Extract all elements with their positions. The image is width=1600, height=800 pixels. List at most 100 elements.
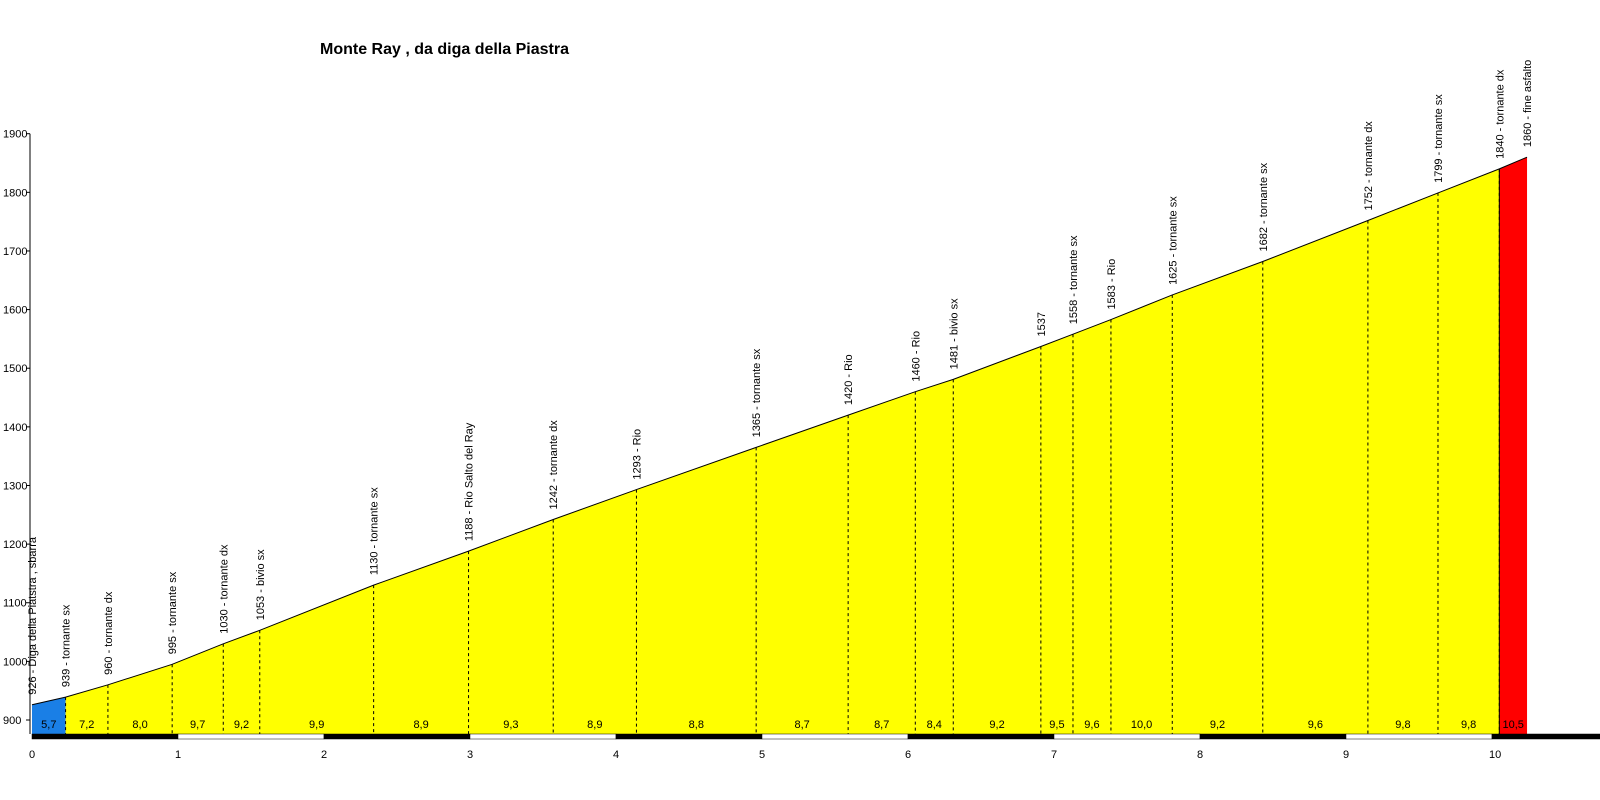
km-bar-segment	[761, 733, 909, 740]
x-tick-label: 9	[1343, 749, 1349, 761]
point-label: 1130 - tornante sx	[369, 487, 381, 575]
y-tick-label: 1900	[3, 129, 27, 141]
point-label: 1188 - Rio Salto del Ray	[464, 422, 476, 541]
gradient-label: 9,6	[1308, 719, 1323, 731]
x-tick-label: 1	[175, 749, 181, 761]
gradient-label: 9,2	[1210, 719, 1225, 731]
point-label: 1420 - Rio	[843, 354, 855, 405]
point-label: 1030 - tornante dx	[218, 544, 230, 634]
point-labels-layer: 926 - Diga della Piatstra , sbarra 939 - …	[27, 60, 1534, 695]
profile-segment	[1110, 294, 1173, 734]
gradient-label: 5,7	[41, 719, 56, 731]
gradient-label: 8,9	[413, 719, 428, 731]
x-tick-label: 8	[1197, 749, 1203, 761]
point-label: 1799 - tornante sx	[1433, 94, 1445, 183]
y-tick-label: 1700	[3, 246, 27, 258]
profile-segment	[1072, 319, 1111, 734]
profile-segment	[1499, 157, 1528, 735]
gradient-label: 8,4	[927, 719, 942, 731]
km-bar-segment	[1345, 733, 1493, 740]
profile-segment	[756, 415, 849, 734]
point-label: 1242 - tornante dx	[548, 420, 560, 510]
point-label: 1840 - tornante dx	[1494, 69, 1506, 159]
y-tick-label: 1200	[3, 539, 27, 551]
y-tick-label: 1600	[3, 305, 27, 317]
gradient-label: 9,2	[234, 719, 249, 731]
gradient-label: 9,7	[190, 719, 205, 731]
point-label: 1682 - tornante sx	[1258, 162, 1270, 251]
km-bar-segment	[469, 733, 617, 740]
profile-fill-layer	[32, 157, 1528, 735]
point-label: 1537	[1036, 312, 1048, 336]
point-label: 939 - tornante sx	[61, 604, 73, 687]
profile-segment	[1367, 192, 1438, 734]
profile-segment	[1040, 334, 1073, 734]
gradient-label: 8,9	[587, 719, 602, 731]
gradient-label: 9,9	[309, 719, 324, 731]
profile-segment	[1437, 168, 1500, 735]
gradient-label: 10,0	[1131, 719, 1152, 731]
axis-layer: 9001000110012001300140015001600170018001…	[3, 129, 1600, 761]
km-bar-segment	[907, 733, 1055, 740]
point-label: 960 - tornante dx	[103, 591, 115, 675]
profile-segment	[373, 551, 469, 734]
km-bar-segment	[177, 733, 325, 740]
profile-segment	[953, 346, 1041, 734]
gradient-label: 8,7	[874, 719, 889, 731]
x-tick-label: 0	[29, 749, 35, 761]
profile-segment	[259, 585, 374, 734]
y-tick-label: 1800	[3, 187, 27, 199]
profile-segment	[223, 630, 260, 734]
gradient-label: 9,6	[1084, 719, 1099, 731]
gradient-label: 10,5	[1502, 719, 1523, 731]
y-tick-label: 1100	[3, 598, 27, 610]
y-tick-label: 1300	[3, 480, 27, 492]
x-tick-label: 2	[321, 749, 327, 761]
profile-segment	[553, 489, 637, 734]
km-bar-segment	[615, 733, 763, 740]
km-bar-segment	[323, 733, 471, 740]
point-label: 1365 - tornante sx	[751, 348, 763, 437]
gradient-label: 8,0	[132, 719, 147, 731]
profile-segment	[65, 684, 108, 734]
marker-lines-layer	[31, 156, 1528, 734]
y-tick-label: 1400	[3, 422, 27, 434]
profile-segment	[32, 697, 66, 734]
km-bar-segment	[31, 733, 179, 740]
point-label: 1583 - Rio	[1106, 259, 1118, 310]
gradient-label: 9,5	[1049, 719, 1064, 731]
x-tick-label: 5	[759, 749, 765, 761]
x-tick-label: 7	[1051, 749, 1057, 761]
profile-segment	[172, 643, 224, 734]
gradient-label: 9,8	[1461, 719, 1476, 731]
x-tick-label: 4	[613, 749, 619, 761]
profile-segment	[1262, 220, 1368, 734]
profile-segment	[848, 391, 916, 734]
x-tick-label: 10	[1489, 749, 1501, 761]
km-bar-segment	[1053, 733, 1201, 740]
gradient-label: 9,8	[1395, 719, 1410, 731]
point-label: 1860 - fine asfalto	[1522, 60, 1534, 147]
gradient-labels-layer: 5,7 7,2 8,0 9,7 9,2 9,9 8,9 9,3 8,9 8,8 8,7 8,7 8,4 9…	[41, 719, 1524, 731]
profile-segment	[468, 519, 554, 734]
point-label: 1460 - Rio	[910, 331, 922, 382]
point-label: 995 - tornante sx	[167, 571, 179, 654]
gradient-label: 8,7	[795, 719, 810, 731]
point-label: 926 - Diga della Piatstra , sbarra	[27, 536, 39, 695]
gradient-label: 9,3	[503, 719, 518, 731]
x-tick-label: 6	[905, 749, 911, 761]
y-tick-label: 900	[3, 715, 21, 727]
point-label: 1053 - bivio sx	[255, 549, 267, 620]
point-label: 1625 - tornante sx	[1167, 196, 1179, 285]
profile-segment	[1172, 261, 1263, 734]
y-tick-label: 1500	[3, 363, 27, 375]
gradient-label: 8,8	[689, 719, 704, 731]
profile-segment	[107, 664, 173, 734]
km-bar-segment	[1199, 733, 1347, 740]
chart-title: Monte Ray , da diga della Piastra	[320, 41, 569, 58]
km-bar-segment	[1491, 733, 1600, 740]
x-tick-label: 3	[467, 749, 473, 761]
point-label: 1558 - tornante sx	[1068, 235, 1080, 324]
point-label: 1481 - bivio sx	[948, 298, 960, 369]
point-label: 1293 - Rio	[631, 429, 643, 480]
